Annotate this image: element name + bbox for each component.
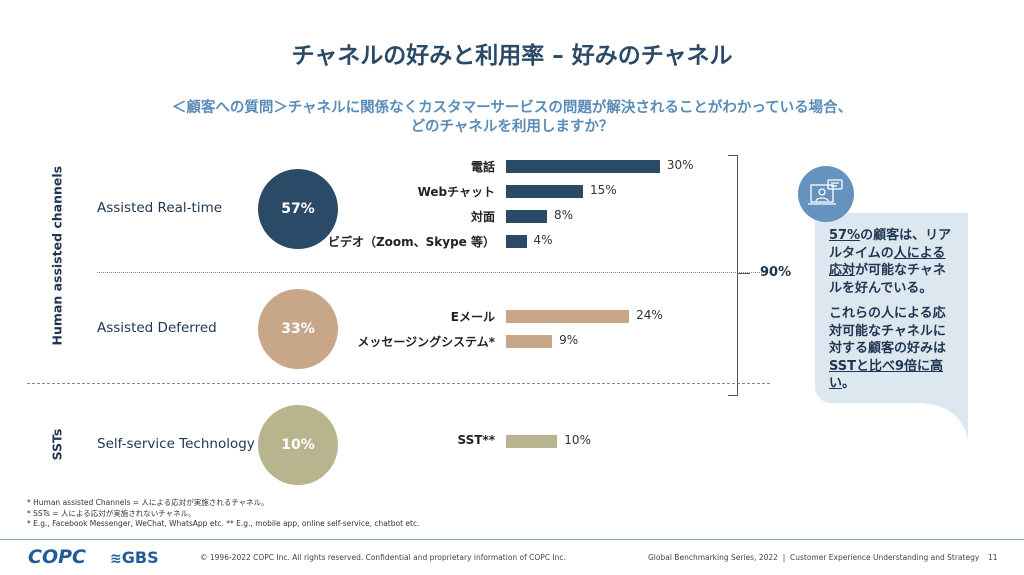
human-assisted-label: Human assisted channels	[49, 165, 65, 346]
divider-dashed	[27, 383, 770, 384]
callout-paragraph-1: 57%の顧客は、リアルタイムの人による応対が可能なチャネルを好んでいる。	[829, 227, 956, 297]
question-line-2: どのチャネルを利用しますか？	[410, 119, 614, 135]
bar	[506, 185, 583, 198]
bar	[506, 235, 527, 248]
bar-value-label: 15%	[589, 183, 617, 197]
callout-paragraph-2: これらの人による応対可能なチャネルに対する顧客の好みはSSTと比べ9倍に高い。	[829, 305, 956, 393]
group-label: Assisted Real-time	[97, 200, 223, 216]
bar-value-label: 4%	[533, 233, 553, 247]
bracket	[728, 155, 738, 396]
callout-text: の顧客は、リアルタイムの	[829, 228, 952, 261]
bracket-total: 90%	[760, 265, 792, 280]
callout-emphasis: 人による応対	[829, 245, 946, 279]
bar	[506, 160, 660, 173]
group-label: Assisted Deferred	[97, 320, 217, 336]
bar-label: 電話	[470, 160, 495, 174]
bracket-tick	[738, 273, 750, 274]
footer-rule	[0, 539, 1024, 540]
copyright: © 1996-2022 COPC Inc. All rights reserve…	[200, 553, 566, 562]
bar	[506, 310, 630, 323]
group-total-circle: 33%	[258, 289, 338, 369]
callout-box: 57%の顧客は、リアルタイムの人による応対が可能なチャネルを好んでいる。 これら…	[815, 213, 968, 403]
question-line-1: ＜顧客への質問＞チャネルに関係なくカスタマーサービスの問題が解決されることがわか…	[171, 100, 853, 116]
video-call-icon	[798, 166, 854, 222]
slide-title: チャネルの好みと利用率 – 好みのチャネル	[291, 43, 733, 69]
bar-label: ビデオ（Zoom、Skype 等）	[327, 235, 495, 249]
page-number: 11	[988, 553, 998, 562]
callout-emphasis: SSTと比べ9倍に高い	[829, 358, 944, 392]
series-info: Global Benchmarking Series, 2022 | Custo…	[648, 553, 980, 562]
bar-label: メッセージングシステム*	[357, 335, 495, 349]
sst-side-label: SSTs	[49, 428, 65, 461]
divider-dotted	[97, 272, 770, 273]
bar	[506, 210, 548, 223]
callout-emphasis: 57%	[829, 228, 861, 243]
footnote-1: * Human assisted Channels = 人による応対が実施される…	[27, 498, 269, 507]
gbs-logo: ≋GBS	[110, 548, 159, 567]
bar-value-label: 30%	[666, 158, 694, 172]
group-label: Self-service Technology	[97, 436, 255, 452]
bar-value-label: 9%	[559, 333, 579, 347]
bar-label: Webチャット	[417, 185, 495, 199]
bar-label: SST**	[457, 433, 495, 447]
callout-text: 。	[842, 376, 856, 391]
copc-logo: COPC	[28, 546, 86, 568]
bar	[506, 435, 558, 448]
bar	[506, 335, 553, 348]
bar-label: Eメール	[450, 310, 495, 324]
group-total-circle: 57%	[258, 169, 338, 249]
callout-text: が可能なチャネルを好んでいる。	[829, 263, 946, 296]
bar-value-label: 24%	[636, 308, 663, 322]
footnote-3: * E.g., Facebook Messenger, WeChat, What…	[27, 519, 420, 528]
callout-text: これらの人による応対可能なチャネルに対する顧客の好みは	[829, 306, 947, 356]
bar-value-label: 10%	[564, 433, 591, 447]
gbs-logo-text: GBS	[121, 548, 159, 567]
footnote-2: * SSTs = 人による応対が実施されないチャネル。	[27, 509, 196, 518]
bar-label: 対面	[470, 210, 495, 224]
group-total-circle: 10%	[258, 405, 338, 485]
bar-value-label: 8%	[554, 208, 574, 222]
